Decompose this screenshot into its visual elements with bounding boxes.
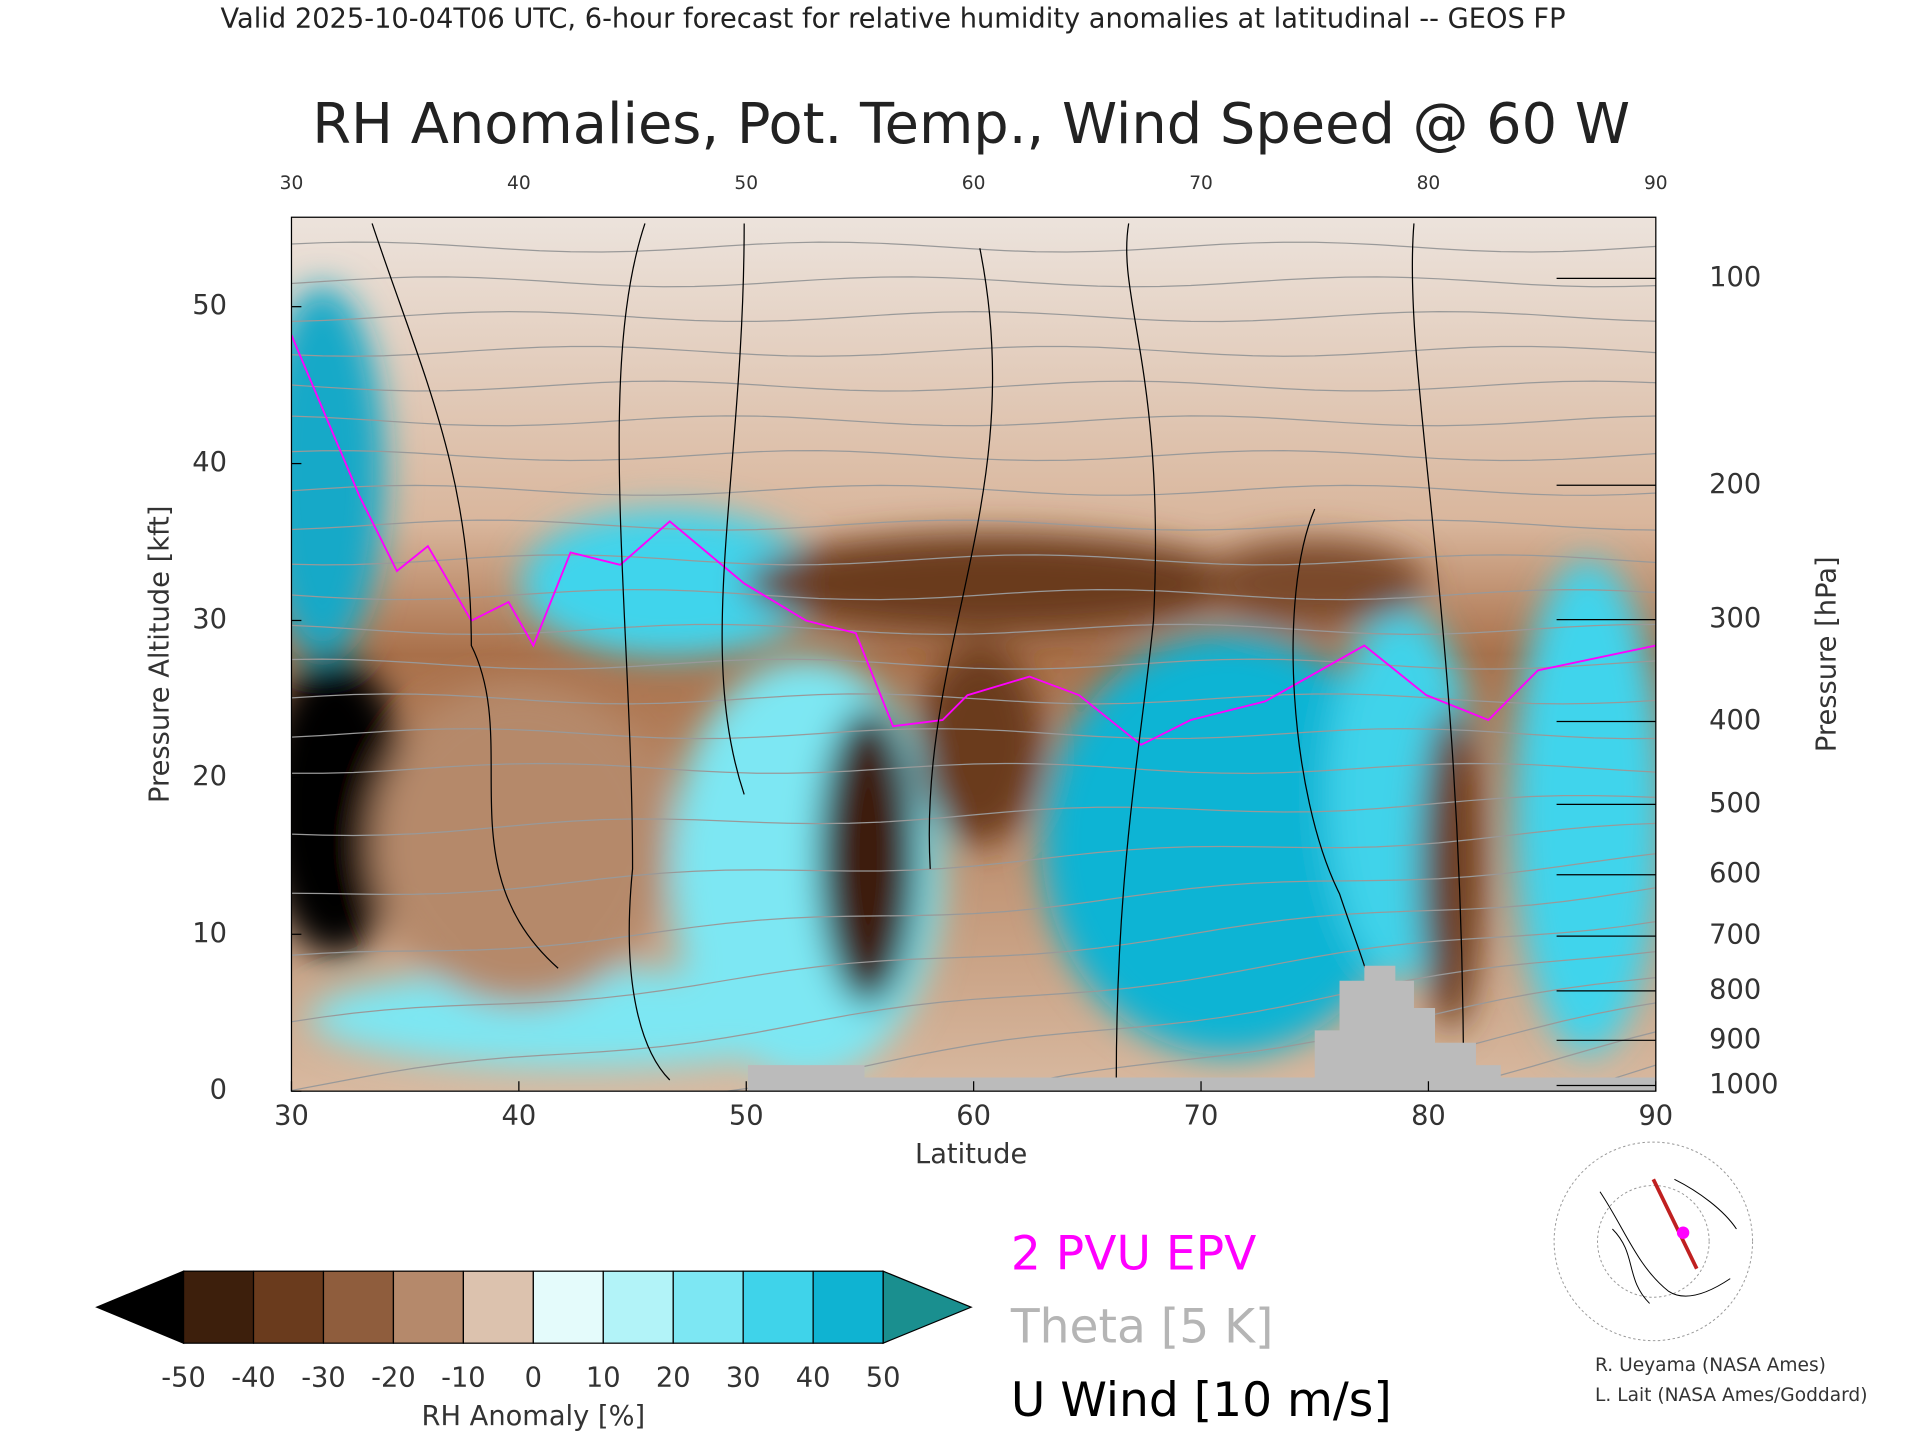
y2-axis-label: Pressure [hPa] (1812, 556, 1843, 752)
colorbar: -50 -40 -30 -20 -10 0 10 20 30 40 50 (95, 1270, 973, 1394)
colorbar-tick-label: -30 (301, 1363, 346, 1394)
x-tick-label: 30 (274, 1101, 309, 1132)
y2-tick-label: 600 (1709, 858, 1761, 889)
colorbar-segment (252, 1270, 325, 1344)
top-tick-label: 40 (507, 173, 531, 194)
theta-line (291, 920, 1656, 1092)
top-tick-label: 80 (1417, 173, 1441, 194)
colorbar-tick-label: 30 (726, 1363, 761, 1394)
theta-line (291, 310, 1656, 323)
colorbar-tick-label: -10 (441, 1363, 486, 1394)
y2-tick-label: 100 (1709, 262, 1761, 293)
y2-tick-label: 400 (1709, 705, 1761, 736)
theta-line (291, 519, 1656, 531)
y-tick-label: 10 (192, 918, 227, 949)
y-axis-label: Pressure Altitude [kft] (145, 505, 176, 802)
theta-line (291, 794, 1656, 837)
theta-line (291, 853, 1656, 956)
y2-tick-label: 300 (1709, 603, 1761, 634)
colorbar-over (882, 1270, 973, 1345)
theta-line (482, 217, 1491, 218)
theta-line (291, 276, 1656, 288)
x-axis-label: Latitude (915, 1139, 1027, 1170)
theta-line (291, 449, 1656, 462)
colorbar-under (95, 1270, 185, 1345)
colorbar-segment (322, 1270, 395, 1344)
theta-line (291, 887, 1656, 1023)
credit: R. Ueyama (NASA Ames) (1595, 1355, 1826, 1376)
theta-line (291, 554, 1656, 566)
header: Valid 2025-10-04T06 UTC, 6-hour forecast… (220, 3, 1565, 34)
x-tick-label: 90 (1638, 1101, 1673, 1132)
top-tick-label: 70 (1189, 173, 1213, 194)
theta-line (722, 951, 1656, 1092)
theta-line (291, 762, 1656, 775)
field (291, 217, 1656, 1092)
x-tick-label: 40 (502, 1101, 537, 1132)
colorbar-tick-label: 50 (866, 1363, 901, 1394)
colorbar-label: RH Anomaly [%] (422, 1401, 646, 1432)
y2-tick-label: 500 (1709, 788, 1761, 819)
colorbar-tick-label: -20 (371, 1363, 416, 1394)
y2-tick-label: 200 (1709, 469, 1761, 500)
y-tick-label: 40 (192, 447, 227, 478)
top-tick-label: 50 (734, 173, 758, 194)
wind-contours (371, 223, 1465, 1092)
colorbar-tick-label: -40 (231, 1363, 276, 1394)
x-tick-label: 70 (1184, 1101, 1219, 1132)
y2-tick-label: 1000 (1709, 1069, 1778, 1100)
chart-title: RH Anomalies, Pot. Temp., Wind Speed @ 6… (312, 92, 1630, 157)
y-tick-label: 50 (192, 290, 227, 321)
colorbar-segment (532, 1270, 604, 1344)
colorbar-tick-label: -50 (161, 1363, 206, 1394)
x-tick-label: 50 (729, 1101, 764, 1132)
theta-contours (291, 217, 1656, 1092)
epv-contour (291, 334, 1656, 746)
colorbar-tick-label: 40 (796, 1363, 831, 1394)
theta-line (291, 345, 1656, 357)
theta-line (291, 589, 1656, 601)
top-tick-label: 30 (280, 173, 304, 194)
top-tick-label: 90 (1644, 173, 1668, 194)
colorbar-tick-label: 10 (586, 1363, 621, 1394)
legend: 2 PVU EPV Theta [5 K] U Wind [10 m/s] (1010, 1226, 1392, 1428)
theta-line (291, 415, 1656, 427)
y-tick-label: 20 (192, 761, 227, 792)
colorbar-tick-label: 0 (525, 1363, 542, 1394)
theta-line (291, 623, 1656, 635)
colorbar-segment (672, 1270, 744, 1344)
theta-line (291, 658, 1656, 670)
y-tick-label: 30 (192, 604, 227, 635)
theta-line (291, 241, 1656, 253)
colorbar-segment (812, 1270, 884, 1344)
legend-entry: Theta [5 K] (1010, 1300, 1274, 1355)
colorbar-segment (462, 1270, 534, 1344)
y-tick-label: 0 (210, 1075, 227, 1106)
terrain (747, 965, 1656, 1092)
colorbar-segment (742, 1270, 814, 1344)
legend-entry: U Wind [10 m/s] (1011, 1373, 1392, 1428)
map-inset (1553, 1141, 1754, 1342)
colorbar-segment (182, 1270, 255, 1344)
y2-tick-label: 700 (1709, 920, 1761, 951)
theta-line (291, 484, 1656, 496)
credit: L. Lait (NASA Ames/Goddard) (1595, 1385, 1867, 1406)
y2-tick-label: 800 (1709, 974, 1761, 1005)
colorbar-segment (602, 1270, 674, 1344)
colorbar-segment (392, 1270, 465, 1344)
colorbar-tick-label: 20 (656, 1363, 691, 1394)
x-tick-label: 60 (956, 1101, 991, 1132)
x-tick-label: 80 (1411, 1101, 1446, 1132)
theta-line (291, 693, 1656, 705)
top-tick-label: 60 (962, 173, 986, 194)
legend-entry: 2 PVU EPV (1011, 1226, 1257, 1281)
field-shading (291, 285, 1656, 1080)
theta-line (291, 380, 1656, 392)
y2-tick-label: 900 (1709, 1024, 1761, 1055)
theta-line (291, 822, 1656, 896)
theta-line (291, 728, 1656, 740)
